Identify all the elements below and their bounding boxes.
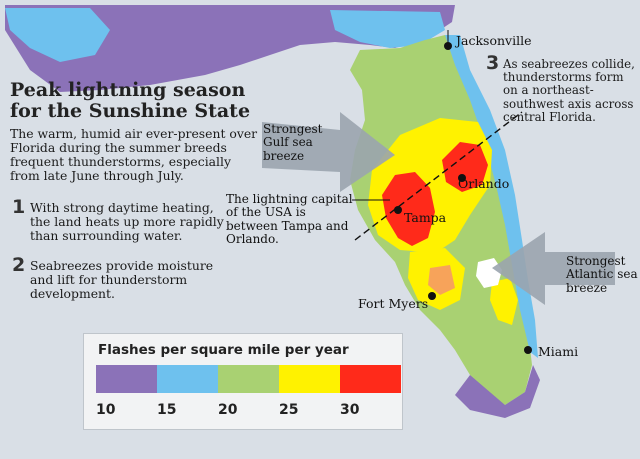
city-jacksonville: Jacksonville: [456, 33, 532, 48]
jacksonville-dot: [444, 42, 452, 50]
region-blue-panhandle-west: [5, 8, 110, 62]
region-yellow-southeast: [490, 278, 518, 325]
region-orange-southwest: [428, 265, 455, 295]
atlantic-sea-breeze-arrow: [492, 232, 615, 305]
city-tampa: Tampa: [404, 210, 447, 225]
legend-label-25: 25: [279, 402, 299, 418]
point-1-text: With strong daytime heating, the land he…: [30, 200, 224, 243]
gulf-sea-breeze-arrow: [262, 112, 395, 192]
legend-swatch-30: [340, 365, 401, 393]
tampa-dot: [394, 206, 402, 214]
city-orlando: Orlando: [458, 176, 510, 191]
region-red-tampa: [382, 172, 435, 246]
region-blue-panhandle-east: [330, 10, 445, 48]
fort-myers-dot: [428, 292, 436, 300]
miami-dot: [524, 346, 532, 354]
intro-text: The warm, humid air ever-present over Fl…: [10, 126, 258, 183]
thunderstorm-axis-line: [354, 111, 523, 241]
point-3-number: 3: [486, 52, 500, 74]
legend-swatch-15: [157, 365, 218, 393]
region-red-orlando: [442, 142, 488, 192]
legend: Flashes per square mile per year 10 15 2…: [83, 333, 403, 430]
orlando-dot: [458, 174, 466, 182]
legend-label-30: 30: [340, 402, 360, 418]
legend-title: Flashes per square mile per year: [98, 342, 349, 358]
city-fort-myers: Fort Myers: [358, 296, 429, 311]
gulf-breeze-label: Strongest Gulf sea breeze: [263, 122, 323, 163]
point-2-number: 2: [12, 254, 26, 276]
legend-label-15: 15: [157, 402, 177, 418]
legend-swatch-10: [96, 365, 157, 393]
legend-label-20: 20: [218, 402, 238, 418]
region-purple-keys: [455, 365, 540, 418]
point-3-text: As seabreezes collide, thunderstorms for…: [503, 57, 635, 124]
legend-label-10: 10: [96, 402, 116, 418]
legend-swatch-20: [218, 365, 279, 393]
lightning-capital-label: The lightning capital of the USA is betw…: [226, 192, 353, 247]
lake-okeechobee: [476, 258, 502, 288]
point-2-text: Seabreezes provide moisture and lift for…: [30, 258, 214, 301]
city-miami: Miami: [538, 344, 579, 359]
page-title: Peak lightning season for the Sunshine S…: [10, 79, 251, 123]
point-1-number: 1: [12, 196, 26, 218]
atlantic-breeze-label: Strongest Atlantic sea breeze: [566, 254, 638, 295]
legend-swatch-25: [279, 365, 340, 393]
